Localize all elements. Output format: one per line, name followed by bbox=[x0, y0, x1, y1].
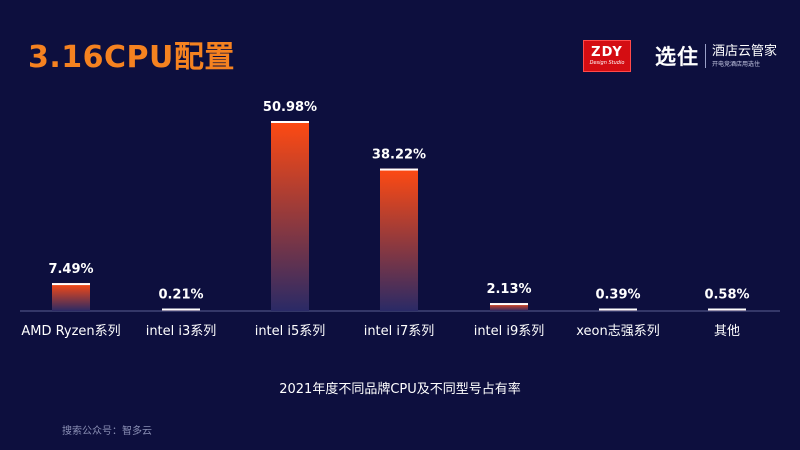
category-label: xeon志强系列 bbox=[576, 324, 660, 339]
partner-main-text: 选住 bbox=[655, 45, 699, 69]
footnote: 搜索公众号：智多云 bbox=[62, 426, 152, 437]
bar-cap bbox=[708, 308, 746, 311]
bar-value-label: 0.39% bbox=[595, 288, 640, 303]
bar-value-label: 7.49% bbox=[48, 262, 93, 277]
bar-cap bbox=[52, 283, 90, 286]
partner-divider bbox=[705, 44, 706, 68]
bar-value-label: 2.13% bbox=[486, 282, 531, 297]
partner-logo: 选住 酒店云管家 开电竞酒店用选住 bbox=[655, 40, 777, 72]
bar-cap bbox=[599, 308, 637, 311]
chart-caption: 2021年度不同品牌CPU及不同型号占有率 bbox=[279, 382, 521, 397]
partner-text-block: 酒店云管家 开电竞酒店用选住 bbox=[712, 44, 777, 69]
partner-name: 酒店云管家 bbox=[712, 43, 778, 59]
bar bbox=[271, 121, 309, 311]
bar-cap bbox=[162, 308, 200, 311]
logo-main-text: ZDY bbox=[591, 44, 623, 60]
partner-slogan: 开电竞酒店用选住 bbox=[712, 60, 761, 68]
bar-cap bbox=[271, 121, 309, 123]
zdy-logo: ZDY Design Studio bbox=[583, 40, 631, 72]
bar bbox=[52, 283, 90, 311]
category-label: intel i3系列 bbox=[146, 324, 217, 339]
logo-sub-text: Design Studio bbox=[589, 59, 625, 66]
bar-value-label: 50.98% bbox=[263, 100, 317, 115]
category-label: intel i9系列 bbox=[474, 324, 545, 339]
bar bbox=[490, 303, 528, 311]
bar-cap bbox=[380, 168, 418, 171]
category-label: AMD Ryzen系列 bbox=[21, 324, 120, 339]
slide-title: 3.16CPU配置 bbox=[28, 40, 235, 75]
bar-value-label: 38.22% bbox=[372, 148, 426, 163]
category-label: 其他 bbox=[714, 324, 740, 339]
category-label: intel i5系列 bbox=[255, 324, 326, 339]
bar-value-label: 0.21% bbox=[158, 288, 203, 303]
bar-cap bbox=[490, 303, 528, 306]
category-label: intel i7系列 bbox=[364, 324, 435, 339]
bar bbox=[380, 168, 418, 311]
bar-value-label: 0.58% bbox=[704, 288, 749, 303]
